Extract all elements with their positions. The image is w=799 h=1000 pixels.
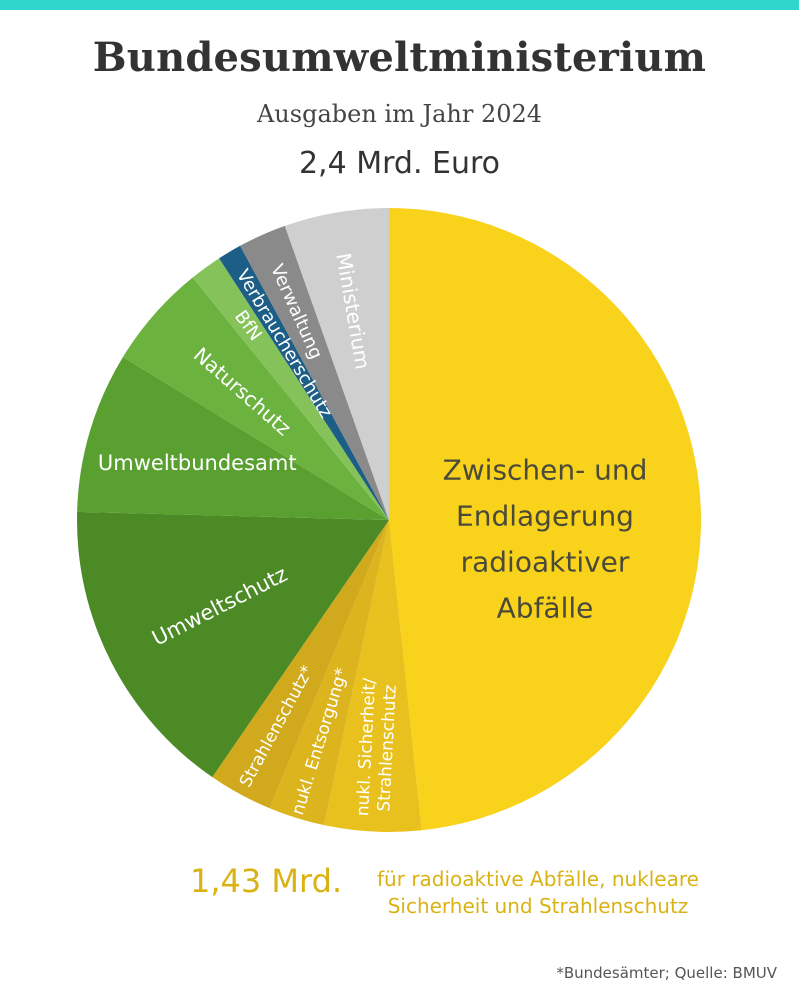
summary-text-line2: Sicherheit und Strahlenschutz	[387, 894, 689, 918]
pie-slice-4	[212, 520, 389, 809]
pie-slice-10	[240, 225, 389, 520]
pie-label-line: Umweltbundesamt	[98, 451, 297, 475]
pie-label-line: Abfälle	[497, 592, 594, 625]
pie-label-6: Umweltbundesamt	[98, 451, 297, 475]
pie-slice-2	[324, 520, 422, 832]
summary-value: 1,43 Mrd.	[190, 862, 343, 900]
pie-label-line: Zwischen- und	[443, 454, 648, 487]
pie-slice-9	[219, 245, 389, 520]
footnote: *Bundesämter; Quelle: BMUV	[556, 964, 777, 982]
chart-title: Bundesumweltministerium	[92, 34, 707, 81]
total-amount: 2,4 Mrd. Euro	[298, 146, 501, 181]
pie-label-1: Zwischen- und Endlagerung radioaktiver Abfä…	[443, 454, 648, 625]
pie-slice-3	[269, 520, 389, 826]
pie-slices	[76, 208, 701, 832]
pie-slice-8	[192, 258, 389, 520]
pie-label-line: radioaktiver	[461, 546, 630, 579]
pie-slice-6	[77, 356, 389, 520]
summary-text-line1: für radioaktive Abfälle, nukleare	[377, 867, 699, 891]
pie-label-2: nukl. Sicherheit/Strahlenschutz	[353, 677, 401, 816]
top-accent-bar	[0, 0, 799, 10]
pie-slice-11	[284, 208, 389, 520]
summary-text: für radioaktive Abfälle, nukleare Sicher…	[348, 866, 728, 920]
pie-slice-1	[389, 208, 701, 831]
chart-subtitle: Ausgaben im Jahr 2024	[256, 100, 543, 128]
pie-slice-5	[76, 511, 389, 778]
pie-slice-7	[122, 277, 390, 520]
pie-label-line: Endlagerung	[456, 500, 634, 533]
